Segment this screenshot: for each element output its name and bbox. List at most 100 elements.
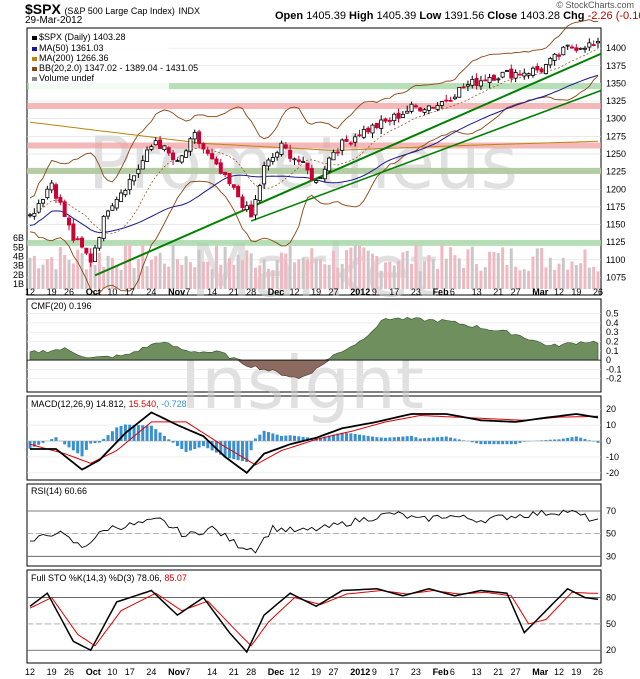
volume-bar — [301, 257, 305, 289]
candle-body — [210, 153, 215, 160]
candle-body — [205, 149, 210, 154]
candle-body — [509, 68, 514, 79]
price-x-tick-label: 6 — [450, 287, 455, 297]
volume-bar — [475, 264, 479, 289]
volume-bar — [93, 264, 97, 289]
price-tick-label: 1225 — [606, 167, 626, 177]
volume-bar — [28, 257, 32, 289]
volume-bar — [115, 266, 119, 289]
volume-tick-label: 4B — [13, 252, 24, 262]
macd-histogram-bar — [245, 441, 249, 462]
legend-bb: BB(20,2.0) 1347.02 - 1389.04 - 1431.05 — [39, 63, 198, 73]
price-tick-label: 1125 — [606, 237, 625, 247]
candle-body — [110, 205, 115, 211]
volume-bar — [505, 265, 509, 289]
volume-bar — [136, 259, 140, 289]
candle-body — [145, 149, 150, 162]
volume-bar — [162, 263, 166, 289]
volume-bar — [102, 267, 106, 289]
candle-body — [119, 192, 124, 202]
cmf-tick-label: 0.3 — [606, 327, 619, 337]
volume-bar — [431, 259, 435, 289]
macd-histogram-bar — [141, 425, 145, 441]
bottom-x-tick-label: 26 — [64, 667, 74, 677]
candle-body — [67, 217, 72, 226]
macd-histogram-bar — [240, 441, 244, 462]
macd-histogram-bar — [345, 433, 349, 441]
macd-histogram-bar — [132, 424, 136, 441]
macd-histogram-bar — [444, 436, 448, 441]
candle-body — [123, 189, 128, 196]
sto-tick-label: 20 — [606, 645, 616, 655]
candle-body — [136, 168, 141, 175]
volume-bar — [483, 267, 487, 289]
volume-bar — [236, 254, 240, 289]
macd-histogram-bar — [414, 437, 418, 441]
candle-body — [197, 131, 202, 144]
price-x-tick-label: 26 — [64, 287, 74, 297]
candle-body — [322, 168, 327, 180]
bottom-x-tick-label: 12 — [25, 667, 35, 677]
macd-histogram-bar — [501, 441, 505, 445]
candle-body — [596, 41, 601, 44]
macd-histogram-bar — [110, 431, 114, 441]
volume-bar — [314, 258, 318, 289]
macd-histogram-bar — [427, 437, 431, 441]
volume-bar — [188, 262, 192, 289]
macd-histogram-bar — [206, 441, 210, 449]
candle-body — [244, 205, 249, 211]
volume-bar — [279, 252, 283, 289]
candle-body — [132, 175, 137, 182]
panel-frame — [26, 483, 602, 567]
price-tick-label: 1150 — [606, 220, 625, 230]
macd-histogram-bar — [279, 435, 283, 441]
price-tick-label: 1250 — [606, 149, 626, 159]
volume-bar — [470, 246, 474, 289]
volume-bar — [548, 257, 552, 289]
volume-bar — [479, 270, 483, 289]
macd-histogram-bar — [63, 441, 67, 445]
price-x-tick-label: 9 — [372, 287, 377, 297]
sto-label: Full STO %K(14,3) %D(3) 78.06, 85.07 — [31, 573, 187, 583]
price-tick-label: 1375 — [606, 61, 626, 71]
legend-swatch — [32, 77, 37, 81]
candle-body — [188, 138, 193, 152]
candle-body — [97, 237, 102, 249]
candle-body — [162, 145, 167, 151]
candle-body — [223, 171, 228, 175]
legend-ma200: MA(200) 1266.36 — [39, 53, 109, 63]
candle-body — [140, 160, 145, 170]
volume-bar — [466, 249, 470, 289]
volume-bar — [379, 270, 383, 289]
volume-bar — [436, 268, 440, 289]
volume-bar — [71, 263, 75, 289]
open-label: Open — [275, 10, 304, 22]
open-value: 1405.39 — [306, 10, 346, 22]
volume-bar — [210, 269, 214, 289]
macd-histogram-bar — [453, 438, 457, 441]
volume-bar — [362, 247, 366, 289]
symbol: $SPX — [25, 1, 61, 17]
macd-histogram-bar — [323, 436, 327, 441]
macd-histogram-bar — [102, 438, 106, 441]
price-x-tick-label: 12 — [289, 287, 299, 297]
volume-bar — [37, 268, 41, 289]
volume-bar — [453, 255, 457, 289]
volume-bar — [110, 257, 114, 289]
candle-body — [361, 129, 366, 138]
candle-body — [561, 46, 566, 56]
candle-body — [201, 143, 206, 150]
macd-histogram-bar — [505, 441, 509, 445]
macd-histogram-bar — [436, 437, 440, 441]
price-tick-label: 1300 — [606, 114, 626, 124]
macd-histogram-bar — [154, 429, 158, 441]
volume-bar — [258, 265, 262, 289]
volume-bar — [535, 248, 539, 289]
candle-body — [41, 199, 46, 204]
bottom-x-tick-label: Mar — [532, 667, 549, 677]
bottom-x-tick-label: 10 — [107, 667, 117, 677]
volume-bar — [449, 247, 453, 289]
price-x-tick-label: 26 — [593, 287, 603, 297]
volume-bar — [232, 264, 236, 289]
macd-histogram-bar — [158, 432, 162, 441]
